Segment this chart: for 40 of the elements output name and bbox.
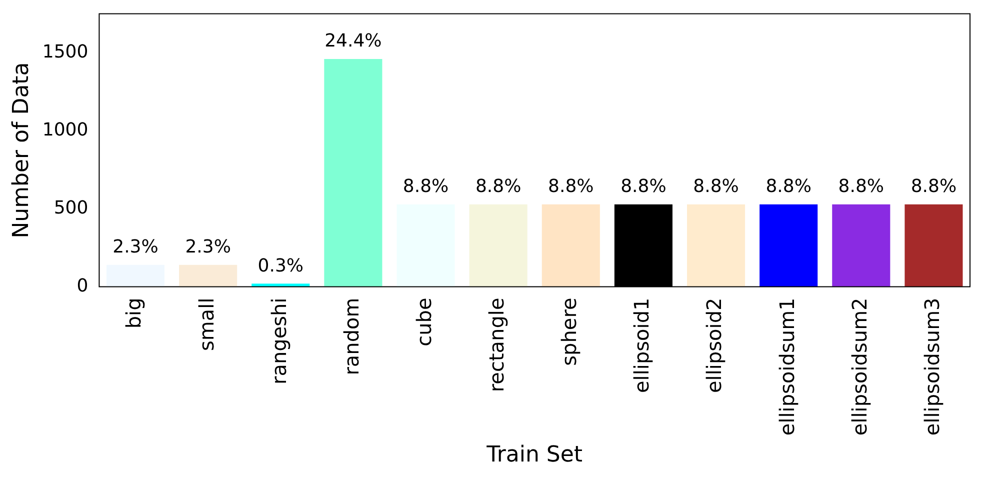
x-tick-label: rangeshi bbox=[266, 298, 291, 385]
bar bbox=[686, 204, 746, 287]
x-tick-label: ellipsoidsum3 bbox=[920, 298, 944, 436]
annotation: 8.8% bbox=[838, 176, 884, 198]
y-tick-label: 0 bbox=[76, 275, 88, 296]
x-tick-label: cube bbox=[412, 298, 436, 346]
bar bbox=[904, 204, 963, 287]
x-tick-label: random bbox=[339, 298, 364, 376]
x-tick-label: big bbox=[122, 298, 146, 329]
annotation: 8.8% bbox=[620, 176, 666, 198]
annotation: 2.3% bbox=[185, 236, 231, 258]
annotation: 8.8% bbox=[766, 176, 812, 198]
x-tick-label: rectangle bbox=[484, 298, 509, 392]
x-tick-label: ellipsoid2 bbox=[702, 298, 726, 394]
x-axis-title: Train Set bbox=[486, 442, 583, 468]
annotation: 8.8% bbox=[548, 176, 594, 198]
annotation: 2.3% bbox=[112, 236, 158, 258]
bar bbox=[179, 264, 238, 287]
annotation: 8.8% bbox=[402, 176, 449, 198]
annotation: 8.8% bbox=[475, 176, 522, 198]
bar bbox=[469, 204, 528, 287]
y-tick-label: 1000 bbox=[42, 119, 88, 140]
bar bbox=[832, 204, 890, 287]
x-tick-label: ellipsoid1 bbox=[630, 298, 654, 394]
x-tick-label: ellipsoidsum2 bbox=[847, 298, 872, 436]
x-tick-label: sphere bbox=[557, 298, 582, 366]
y-tick-label: 500 bbox=[54, 197, 88, 218]
annotation: 24.4% bbox=[324, 30, 382, 52]
bar bbox=[760, 204, 818, 287]
x-tick-label: small bbox=[194, 298, 218, 351]
bar bbox=[324, 59, 382, 287]
annotation: 8.8% bbox=[693, 176, 739, 198]
bar bbox=[106, 264, 165, 287]
y-axis-title: Number of Data bbox=[8, 62, 34, 238]
annotation: 0.3% bbox=[258, 255, 304, 276]
bar bbox=[542, 204, 600, 287]
annotation: 8.8% bbox=[910, 176, 957, 198]
y-tick-label: 1500 bbox=[42, 41, 88, 62]
bar bbox=[396, 204, 455, 287]
x-tick-label: ellipsoidsum1 bbox=[774, 298, 799, 436]
